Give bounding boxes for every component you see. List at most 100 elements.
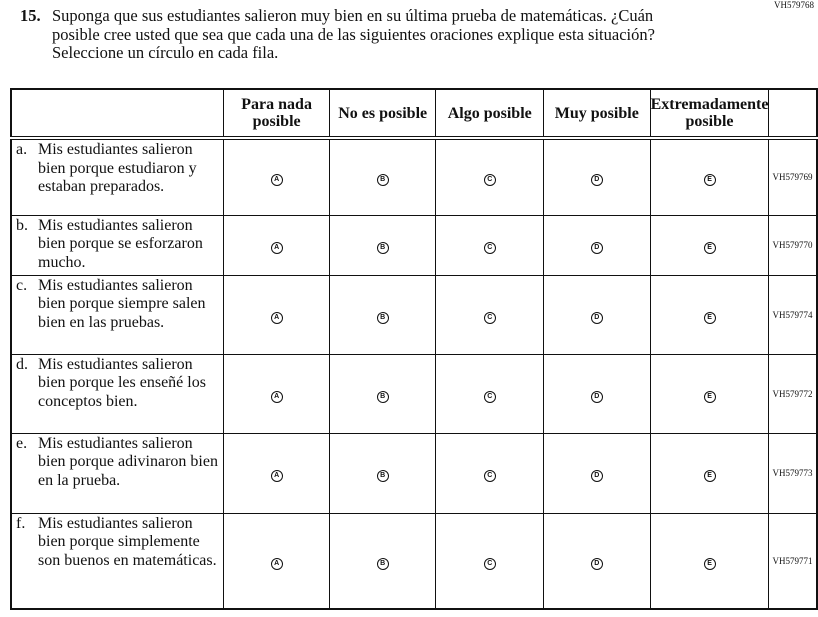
radio-bubble-c[interactable]: C [483, 311, 496, 324]
radio-bubble-c[interactable]: C [483, 242, 496, 254]
header-row: Para nada posible No es posible Algo pos… [10, 88, 818, 140]
radio-bubble-b[interactable]: B [376, 390, 389, 403]
option-cell: B [328, 274, 437, 355]
option-cell: C [435, 214, 545, 276]
option-cell: A [223, 432, 330, 514]
radio-bubble-e[interactable]: E [703, 390, 716, 403]
statement: e. Mis estudiantes salieron bien porque a… [10, 432, 225, 514]
row-letter: a. [16, 141, 28, 158]
header-col: Muy posible [543, 88, 651, 140]
radio-bubble-d[interactable]: D [590, 311, 603, 324]
option-cell: A [223, 274, 330, 355]
item-code: VH579769 [768, 137, 818, 216]
row-letter: c. [16, 276, 28, 294]
statement-text: Mis estudiantes salieron bien porque adi… [38, 434, 218, 489]
option-cell: C [435, 432, 545, 514]
radio-bubble-d[interactable]: D [590, 390, 603, 403]
option-cell: D [543, 274, 651, 355]
statement: f. Mis estudiantes salieron bien porque s… [10, 512, 225, 610]
radio-bubble-a[interactable]: A [270, 557, 283, 570]
radio-bubble-b[interactable]: B [376, 174, 389, 187]
option-cell: D [543, 432, 651, 514]
option-cell: C [435, 274, 545, 355]
radio-bubble-e[interactable]: E [703, 470, 716, 482]
table-row: e. Mis estudiantes salieron bien porque a… [10, 432, 818, 514]
item-code: VH579773 [768, 432, 818, 514]
statement: b. Mis estudiantes salieron bien porque s… [10, 214, 225, 276]
header-blank [10, 88, 225, 140]
radio-bubble-c[interactable]: C [483, 174, 496, 187]
table-row: d. Mis estudiantes salieron bien porque l… [10, 353, 818, 434]
option-cell: D [543, 512, 651, 610]
radio-bubble-a[interactable]: A [270, 470, 283, 482]
statement: d. Mis estudiantes salieron bien porque l… [10, 353, 225, 434]
option-cell: A [223, 353, 330, 434]
radio-bubble-d[interactable]: D [590, 174, 603, 187]
option-cell: B [328, 353, 437, 434]
radio-bubble-e[interactable]: E [703, 174, 716, 187]
table-row: f. Mis estudiantes salieron bien porque s… [10, 512, 818, 610]
option-cell: A [223, 214, 330, 276]
radio-bubble-d[interactable]: D [590, 557, 603, 570]
statement: a. Mis estudiantes salieron bien porque e… [10, 137, 225, 216]
page-code: VH579768 [774, 0, 814, 10]
table-row: c. Mis estudiantes salieron bien porque s… [10, 274, 818, 355]
row-letter: f. [16, 514, 26, 532]
radio-bubble-b[interactable]: B [376, 311, 389, 324]
radio-bubble-d[interactable]: D [590, 242, 603, 254]
option-cell: E [649, 353, 770, 434]
option-cell: B [328, 512, 437, 610]
option-cell: A [223, 512, 330, 610]
row-letter: d. [16, 355, 28, 373]
item-code: VH579772 [768, 353, 818, 434]
question-text: Suponga que sus estudiantes salieron muy… [52, 6, 655, 62]
option-cell: E [649, 214, 770, 276]
option-cell: C [435, 512, 545, 610]
option-cell: B [328, 214, 437, 276]
radio-bubble-a[interactable]: A [270, 174, 283, 187]
statement-text: Mis estudiantes salieron bien porque sie… [38, 276, 206, 331]
radio-bubble-c[interactable]: C [483, 470, 496, 482]
row-letter: e. [16, 434, 28, 452]
option-cell: B [328, 432, 437, 514]
radio-bubble-b[interactable]: B [376, 557, 389, 570]
radio-bubble-a[interactable]: A [270, 311, 283, 324]
option-cell: A [223, 137, 330, 216]
item-code: VH579774 [768, 274, 818, 355]
option-cell: B [328, 137, 437, 216]
statement-text: Mis estudiantes salieron bien porque les… [38, 355, 206, 410]
header-col: Extremadamente posible [649, 88, 770, 140]
table-row: b. Mis estudiantes salieron bien porque s… [10, 214, 818, 276]
radio-bubble-c[interactable]: C [483, 557, 496, 570]
option-cell: C [435, 353, 545, 434]
option-cell: C [435, 137, 545, 216]
header-col: Algo posible [435, 88, 545, 140]
radio-bubble-e[interactable]: E [703, 557, 716, 570]
header-col: Para nada posible [223, 88, 330, 140]
radio-bubble-a[interactable]: A [270, 390, 283, 403]
radio-bubble-d[interactable]: D [590, 470, 603, 482]
radio-bubble-a[interactable]: A [270, 242, 283, 254]
option-cell: E [649, 512, 770, 610]
option-cell: D [543, 137, 651, 216]
option-cell: E [649, 137, 770, 216]
radio-bubble-c[interactable]: C [483, 390, 496, 403]
rating-table: Para nada posible No es posible Algo pos… [10, 88, 818, 610]
statement-text: Mis estudiantes salieron bien porque se … [38, 216, 203, 271]
item-code: VH579770 [768, 214, 818, 276]
header-col: No es posible [328, 88, 437, 140]
radio-bubble-e[interactable]: E [703, 311, 716, 324]
radio-bubble-b[interactable]: B [376, 242, 389, 254]
option-cell: E [649, 274, 770, 355]
option-cell: E [649, 432, 770, 514]
question-number: 15. [20, 6, 41, 25]
radio-bubble-b[interactable]: B [376, 470, 389, 482]
option-cell: D [543, 214, 651, 276]
option-cell: D [543, 353, 651, 434]
row-letter: b. [16, 216, 28, 234]
item-code: VH579771 [768, 512, 818, 610]
radio-bubble-e[interactable]: E [703, 242, 716, 254]
statement-text: Mis estudiantes salieron bien porque sim… [38, 514, 217, 569]
table-row: a. Mis estudiantes salieron bien porque e… [10, 137, 818, 216]
header-blank [768, 88, 818, 140]
